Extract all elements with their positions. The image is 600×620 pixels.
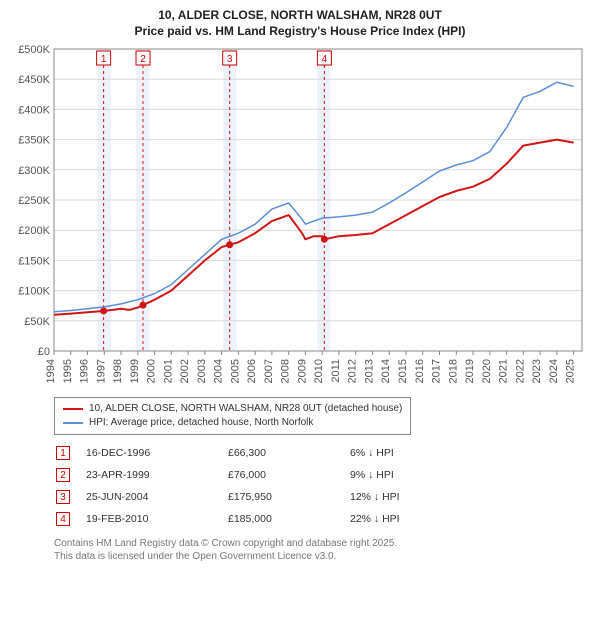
event-diff: 9% ↓ HPI (350, 465, 470, 485)
svg-text:2025: 2025 (565, 359, 577, 383)
event-date: 23-APR-1999 (86, 465, 226, 485)
event-marker: 4 (56, 512, 70, 526)
svg-text:1996: 1996 (79, 359, 91, 383)
svg-text:£50K: £50K (24, 316, 50, 328)
svg-text:2004: 2004 (213, 359, 225, 383)
events-table: 116-DEC-1996£66,3006% ↓ HPI223-APR-1999£… (54, 441, 472, 531)
svg-text:£250K: £250K (18, 195, 50, 207)
event-price: £76,000 (228, 465, 348, 485)
legend-swatch (63, 408, 83, 410)
event-marker: 1 (56, 446, 70, 460)
svg-text:2008: 2008 (280, 359, 292, 383)
svg-text:£150K: £150K (18, 256, 50, 268)
svg-text:1999: 1999 (129, 359, 141, 383)
svg-text:£200K: £200K (18, 225, 50, 237)
svg-text:£500K: £500K (18, 45, 50, 56)
svg-text:1995: 1995 (62, 359, 74, 383)
event-row: 2 23-APR-1999£76,0009% ↓ HPI (56, 465, 470, 485)
svg-text:2000: 2000 (146, 359, 158, 383)
svg-text:2016: 2016 (414, 359, 426, 383)
svg-text:1994: 1994 (45, 359, 57, 383)
event-date: 25-JUN-2004 (86, 487, 226, 507)
legend-label: 10, ALDER CLOSE, NORTH WALSHAM, NR28 0UT… (89, 402, 402, 416)
event-date: 16-DEC-1996 (86, 443, 226, 463)
svg-text:2014: 2014 (380, 359, 392, 383)
title-line-2: Price paid vs. HM Land Registry's House … (10, 24, 590, 40)
svg-text:3: 3 (227, 54, 233, 65)
svg-text:£300K: £300K (18, 165, 50, 177)
svg-text:2010: 2010 (313, 359, 325, 383)
svg-text:2013: 2013 (363, 359, 375, 383)
svg-text:1997: 1997 (95, 359, 107, 383)
event-marker: 2 (56, 468, 70, 482)
event-diff: 12% ↓ HPI (350, 487, 470, 507)
chart-svg: £0 £50K £100K £150K £200K £250K £300K £350K £400… (10, 45, 590, 395)
svg-text:£0: £0 (38, 346, 50, 358)
footer-line-1: Contains HM Land Registry data © Crown c… (54, 537, 590, 550)
svg-text:2005: 2005 (229, 359, 241, 383)
event-row: 4 19-FEB-2010£185,00022% ↓ HPI (56, 509, 470, 529)
event-price: £66,300 (228, 443, 348, 463)
event-marker: 3 (56, 490, 70, 504)
svg-text:£350K: £350K (18, 135, 50, 147)
event-date: 19-FEB-2010 (86, 509, 226, 529)
svg-text:4: 4 (322, 54, 328, 65)
legend-swatch (63, 422, 83, 424)
legend-row: 10, ALDER CLOSE, NORTH WALSHAM, NR28 0UT… (63, 402, 402, 416)
svg-text:£450K: £450K (18, 74, 50, 86)
title-line-1: 10, ALDER CLOSE, NORTH WALSHAM, NR28 0UT (10, 8, 590, 24)
svg-text:2019: 2019 (464, 359, 476, 383)
event-price: £185,000 (228, 509, 348, 529)
svg-text:2018: 2018 (447, 359, 459, 383)
svg-text:2009: 2009 (296, 359, 308, 383)
svg-text:2022: 2022 (514, 359, 526, 383)
chart-plot-area: £0 £50K £100K £150K £200K £250K £300K £350K £400… (10, 45, 590, 395)
svg-text:1998: 1998 (112, 359, 124, 383)
svg-text:2007: 2007 (263, 359, 275, 383)
svg-text:2021: 2021 (498, 359, 510, 383)
event-row: 3 25-JUN-2004£175,95012% ↓ HPI (56, 487, 470, 507)
svg-text:2001: 2001 (162, 359, 174, 383)
svg-text:£400K: £400K (18, 105, 50, 117)
svg-text:2003: 2003 (196, 359, 208, 383)
chart-title: 10, ALDER CLOSE, NORTH WALSHAM, NR28 0UT… (10, 8, 590, 39)
svg-text:1: 1 (101, 54, 107, 65)
svg-text:2024: 2024 (548, 359, 560, 383)
svg-text:2015: 2015 (397, 359, 409, 383)
svg-text:£100K: £100K (18, 286, 50, 298)
event-price: £175,950 (228, 487, 348, 507)
chart-container: 10, ALDER CLOSE, NORTH WALSHAM, NR28 0UT… (0, 0, 600, 620)
legend-label: HPI: Average price, detached house, Nort… (89, 416, 313, 430)
event-row: 1 16-DEC-1996£66,3006% ↓ HPI (56, 443, 470, 463)
svg-text:2002: 2002 (179, 359, 191, 383)
legend: 10, ALDER CLOSE, NORTH WALSHAM, NR28 0UT… (54, 397, 411, 435)
svg-text:2: 2 (140, 54, 146, 65)
footer-note: Contains HM Land Registry data © Crown c… (54, 537, 590, 563)
svg-text:2012: 2012 (347, 359, 359, 383)
footer-line-2: This data is licensed under the Open Gov… (54, 550, 590, 563)
svg-text:2017: 2017 (431, 359, 443, 383)
svg-text:2023: 2023 (531, 359, 543, 383)
event-diff: 22% ↓ HPI (350, 509, 470, 529)
legend-row: HPI: Average price, detached house, Nort… (63, 416, 402, 430)
svg-text:2011: 2011 (330, 359, 342, 383)
event-diff: 6% ↓ HPI (350, 443, 470, 463)
svg-text:2020: 2020 (481, 359, 493, 383)
svg-text:2006: 2006 (246, 359, 258, 383)
